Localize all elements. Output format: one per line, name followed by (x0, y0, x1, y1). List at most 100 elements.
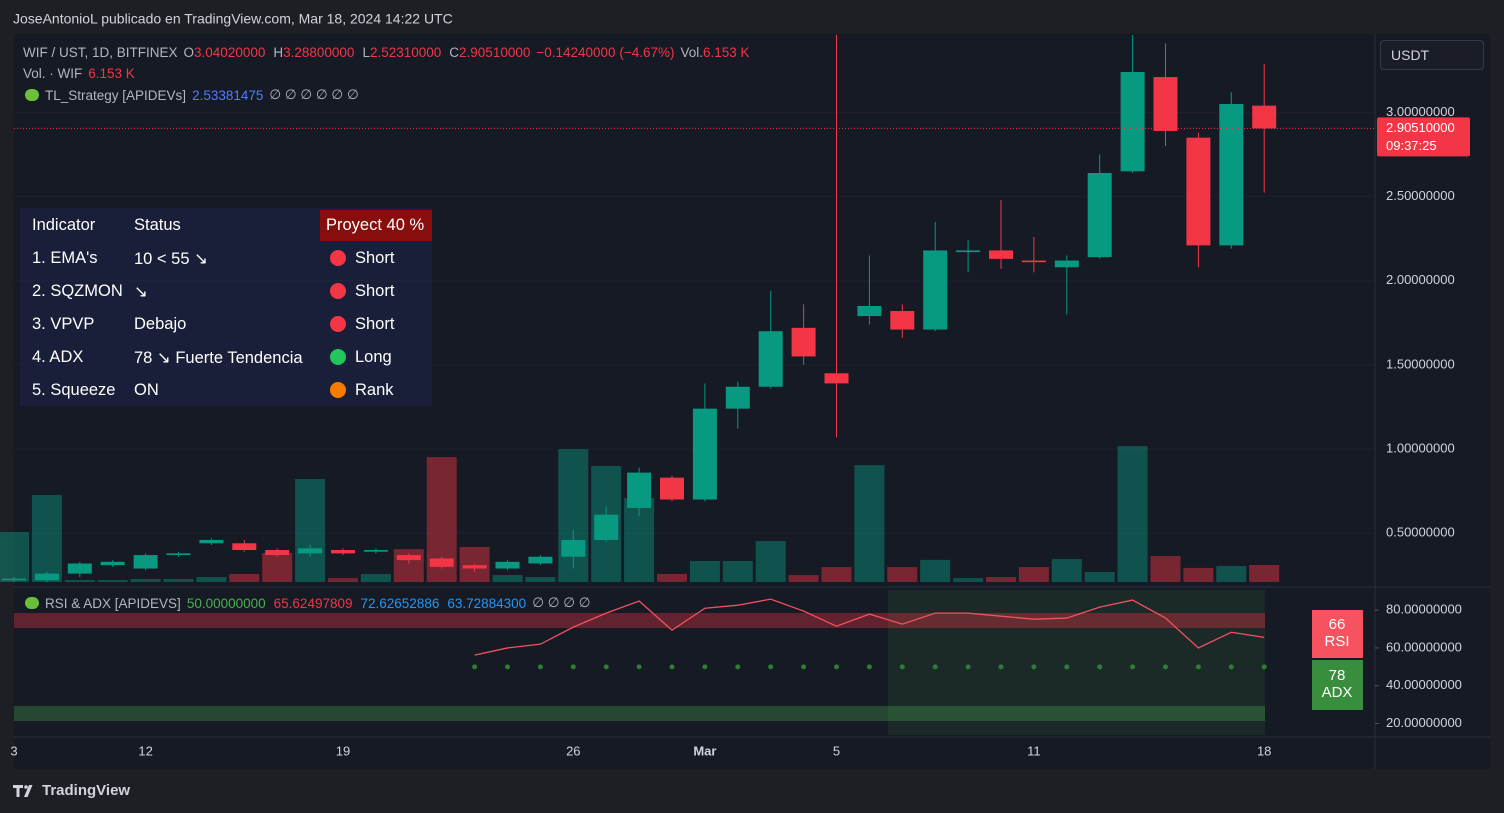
table-header: Status (134, 216, 181, 234)
candle-body (67, 563, 92, 574)
volume-bar (1084, 572, 1115, 582)
volume-bar (920, 559, 951, 582)
y-tick-label: 2.50000000 (1386, 188, 1455, 203)
rsi-tail: ∅ ∅ ∅ ∅ (532, 595, 591, 610)
rsi-tick-label: 20.00000000 (1386, 715, 1462, 730)
table-cell: 3. VPVP (32, 315, 95, 333)
rsi-tick-label: 80.00000000 (1386, 602, 1462, 617)
table-cell: Short (355, 315, 395, 333)
status-dot (330, 250, 346, 266)
volume-bar (1117, 446, 1148, 582)
midline-dot (932, 664, 938, 670)
status-dot (330, 349, 346, 365)
rsi-values: 50.00000000 65.62497809 72.62652886 63.7288… (187, 596, 526, 611)
ohlc-item: H3.28800000 (273, 45, 354, 60)
candle-body (199, 539, 224, 544)
candle-body (34, 573, 59, 581)
volume-bar (788, 575, 819, 582)
volume-bar (821, 567, 852, 582)
brand: TradingView (42, 782, 130, 799)
table-cell: Short (355, 282, 395, 300)
strategy-tail: ∅ ∅ ∅ ∅ ∅ ∅ (269, 87, 359, 102)
candle-body (495, 561, 520, 569)
ohlc-value: 3.04020000 (194, 45, 266, 60)
candle-body (528, 556, 553, 564)
table-cell: Long (355, 348, 392, 366)
rsi-badge-value: 66 (1329, 616, 1346, 633)
candle-body (2, 578, 26, 581)
midline-dot (1228, 664, 1234, 670)
rsi-tick-label: 40.00000000 (1386, 677, 1462, 692)
strategy-icon (25, 89, 39, 101)
candle-body (824, 373, 849, 384)
volume-bar (657, 573, 687, 582)
volume-bar (953, 578, 984, 582)
candle-body (956, 250, 981, 253)
candle-body (692, 408, 717, 500)
table-cell: Short (355, 249, 395, 267)
midline-dot (801, 664, 807, 670)
midline-dot (472, 664, 478, 670)
midline-dot (1031, 664, 1037, 670)
currency-button[interactable]: USDT (1380, 40, 1484, 70)
candle-body (396, 555, 421, 561)
midline-dot (899, 664, 905, 670)
volume-bar (31, 494, 62, 582)
candle-body (1054, 260, 1079, 268)
candle-body (1087, 173, 1112, 258)
candle-body (363, 550, 388, 552)
change: −0.14240000 (−4.67%) (536, 45, 675, 60)
rsi-legend: RSI & ADX [APIDEVS] 50.00000000 65.624978… (25, 595, 590, 611)
candle-body (1120, 72, 1145, 172)
ohlc-label: L (362, 45, 370, 60)
price-tag-value: 2.90510000 (1386, 120, 1455, 135)
x-tick-label: 18 (1257, 743, 1271, 758)
x-tick-label: 11 (1027, 743, 1041, 758)
x-tick-label: 5 (833, 743, 840, 758)
volume-bar (97, 580, 128, 582)
candle-body (594, 514, 619, 540)
status-dot (330, 283, 346, 299)
strategy-legend: TL_Strategy [APIDEVs] 2.53381475 ∅ ∅ ∅ ∅… (25, 87, 359, 103)
midline-dot (669, 664, 675, 670)
table-cell: 10 < 55 ↘ (134, 250, 208, 268)
ohlc-item: L2.52310000 (362, 45, 441, 60)
table-cell: 1. EMA's (32, 249, 98, 267)
x-tick-label: Mar (693, 743, 716, 758)
overbought-band (14, 613, 1265, 628)
rsi-value: 72.62652886 (360, 595, 440, 611)
candle-body (923, 250, 948, 330)
candle-body (758, 331, 783, 387)
midline-dot (1261, 664, 1267, 670)
candle-body (462, 565, 487, 569)
volume-bar (360, 573, 391, 582)
candle-body (232, 543, 257, 551)
midline-dot (998, 664, 1004, 670)
strategy-name: TL_Strategy [APIDEVs] (45, 87, 187, 103)
price-tag-timer: 09:37:25 (1386, 138, 1437, 153)
table-cell: 78 ↘ Fuerte Tendencia (134, 349, 303, 367)
volume-bar (196, 577, 227, 582)
volume-bar (854, 465, 885, 582)
y-tick-label: 3.00000000 (1386, 104, 1455, 119)
status-dot (330, 382, 346, 398)
indicator-table: Indicator Status Proyect 40 % 1. EMA's 10 < … (20, 208, 432, 406)
x-tick-label: 19 (336, 743, 350, 758)
ohlc-label: O (183, 45, 195, 60)
ohlc-item: O3.04020000 (184, 45, 266, 60)
rsi-value: 65.62497809 (273, 595, 353, 611)
legend-line: WIF / UST, 1D, BITFINEX O3.04020000 H3.28… (23, 45, 750, 60)
volume-bar (328, 578, 358, 582)
y-tick-label: 2.00000000 (1386, 272, 1455, 287)
midline-dot (1097, 664, 1103, 670)
vol-label: Vol. (680, 45, 704, 60)
vol-line-value: 6.153 K (88, 66, 135, 81)
candle-body (1021, 260, 1046, 263)
adx-badge-value: 78 (1329, 667, 1346, 684)
rsi-name: RSI & ADX [APIDEVS] (45, 595, 181, 611)
volume-bar (1216, 565, 1247, 582)
chart-background (14, 34, 1490, 769)
volume-bar (1051, 559, 1082, 582)
ohlc-value: 2.90510000 (459, 45, 531, 60)
